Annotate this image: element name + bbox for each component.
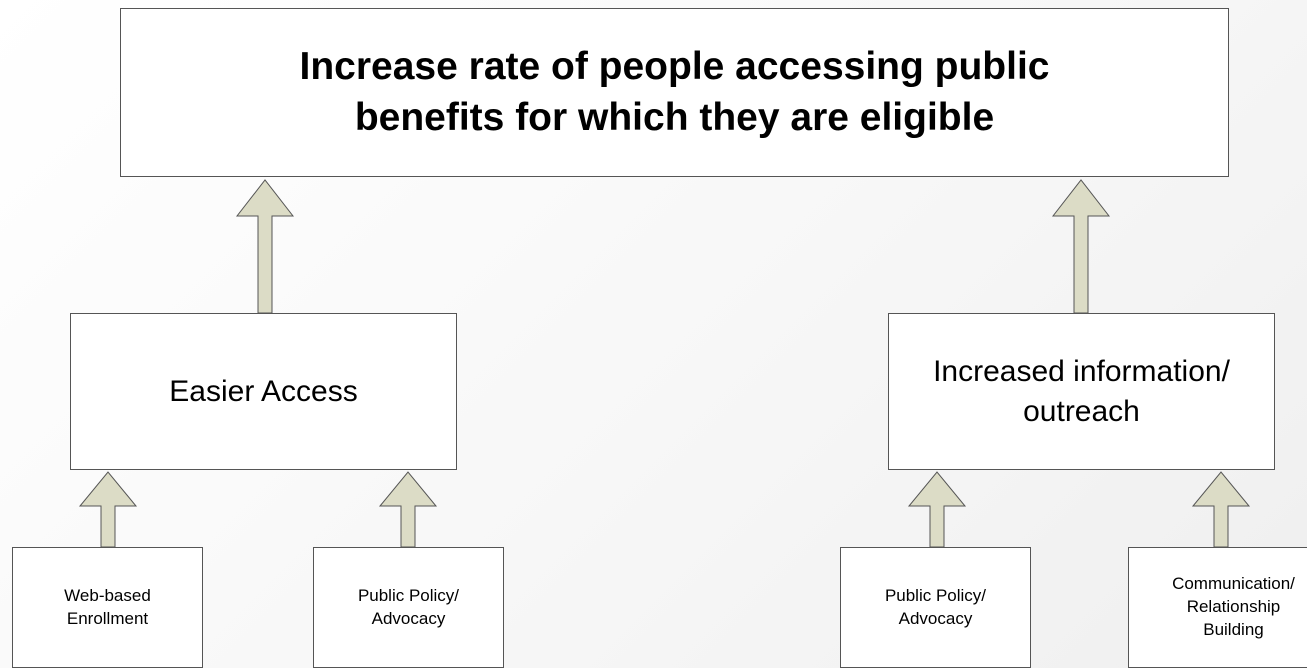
arrow-policy1-to-easier — [378, 471, 438, 548]
communication-relationship-box: Communication/ Relationship Building — [1128, 547, 1307, 668]
easier-access-box: Easier Access — [70, 313, 457, 470]
arrow-comm-to-info — [1191, 471, 1251, 548]
public-policy-advocacy-label-left: Public Policy/ Advocacy — [357, 585, 460, 628]
increased-information-label: Increased information/ outreach — [933, 354, 1230, 428]
arrow-policy2-to-info — [907, 471, 967, 548]
public-policy-advocacy-box-right: Public Policy/ Advocacy — [840, 547, 1031, 668]
arrow-easier-to-goal — [235, 179, 295, 314]
goal-box: Increase rate of people accessing public… — [120, 8, 1229, 177]
communication-relationship-label: Communication/ Relationship Building — [1172, 574, 1295, 639]
web-based-enrollment-label: Web-based Enrollment — [64, 585, 151, 628]
public-policy-advocacy-label-right: Public Policy/ Advocacy — [884, 585, 987, 628]
web-based-enrollment-box: Web-based Enrollment — [12, 547, 203, 668]
public-policy-advocacy-box-left: Public Policy/ Advocacy — [313, 547, 504, 668]
arrow-web-to-easier — [78, 471, 138, 548]
easier-access-label: Easier Access — [169, 374, 358, 408]
arrow-info-to-goal — [1051, 179, 1111, 314]
goal-text: Increase rate of people accessing public… — [299, 44, 1050, 139]
increased-information-box: Increased information/ outreach — [888, 313, 1275, 470]
